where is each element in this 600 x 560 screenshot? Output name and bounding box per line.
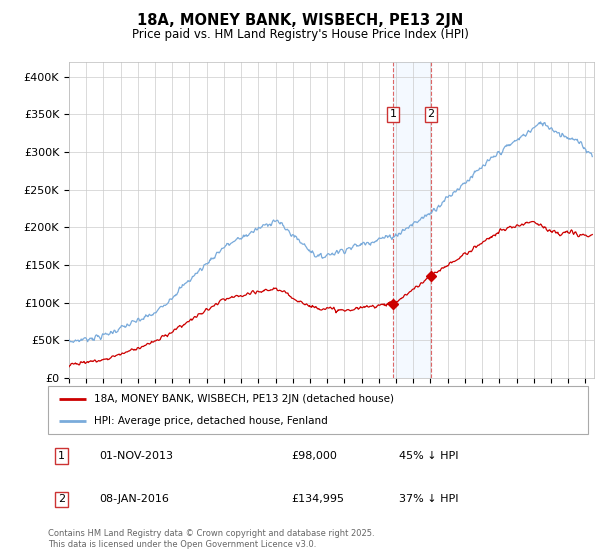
Text: 37% ↓ HPI: 37% ↓ HPI: [399, 494, 458, 505]
Text: 1: 1: [389, 109, 397, 119]
Text: 01-NOV-2013: 01-NOV-2013: [100, 451, 173, 461]
FancyBboxPatch shape: [48, 386, 588, 434]
Text: 2: 2: [58, 494, 65, 505]
Text: £98,000: £98,000: [291, 451, 337, 461]
Text: 18A, MONEY BANK, WISBECH, PE13 2JN: 18A, MONEY BANK, WISBECH, PE13 2JN: [137, 13, 463, 28]
Text: 2: 2: [427, 109, 434, 119]
Text: 08-JAN-2016: 08-JAN-2016: [100, 494, 169, 505]
Text: 18A, MONEY BANK, WISBECH, PE13 2JN (detached house): 18A, MONEY BANK, WISBECH, PE13 2JN (deta…: [94, 394, 394, 404]
Text: Contains HM Land Registry data © Crown copyright and database right 2025.
This d: Contains HM Land Registry data © Crown c…: [48, 529, 374, 549]
Text: £134,995: £134,995: [291, 494, 344, 505]
Text: Price paid vs. HM Land Registry's House Price Index (HPI): Price paid vs. HM Land Registry's House …: [131, 28, 469, 41]
Text: 1: 1: [58, 451, 65, 461]
Text: HPI: Average price, detached house, Fenland: HPI: Average price, detached house, Fenl…: [94, 416, 328, 426]
Text: 45% ↓ HPI: 45% ↓ HPI: [399, 451, 458, 461]
Bar: [393, 62, 431, 378]
